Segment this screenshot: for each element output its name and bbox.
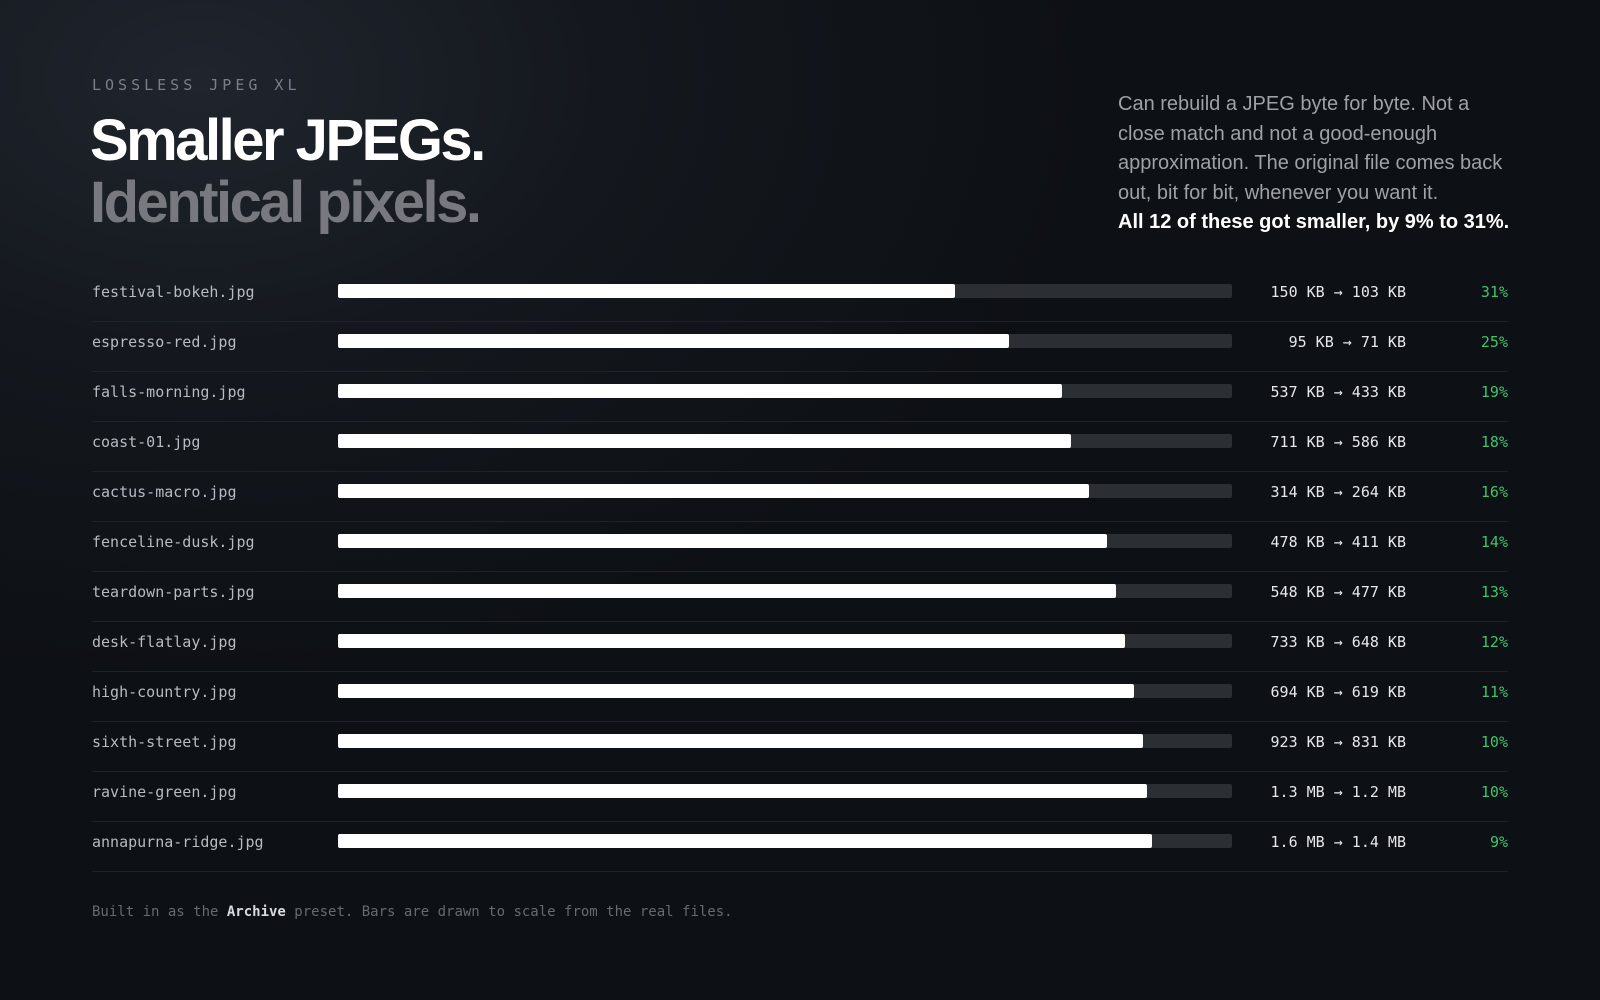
chart-row: teardown-parts.jpg 548 KB → 477 KB 13% bbox=[92, 572, 1508, 622]
bar-track bbox=[338, 634, 1232, 648]
size-change-label: 537 KB → 433 KB bbox=[1270, 383, 1406, 401]
size-change-label: 1.6 MB → 1.4 MB bbox=[1270, 833, 1406, 851]
file-name-label: fenceline-dusk.jpg bbox=[92, 533, 255, 551]
file-name-label: coast-01.jpg bbox=[92, 433, 201, 451]
chart-row: falls-morning.jpg 537 KB → 433 KB 19% bbox=[92, 372, 1508, 422]
description-text: Can rebuild a JPEG byte for byte. Not a … bbox=[1118, 93, 1503, 204]
file-name-label: cactus-macro.jpg bbox=[92, 483, 237, 501]
size-change-label: 1.3 MB → 1.2 MB bbox=[1270, 783, 1406, 801]
bar-fill bbox=[338, 484, 1089, 498]
bar-track bbox=[338, 434, 1232, 448]
file-name-label: sixth-street.jpg bbox=[92, 733, 237, 751]
chart-row: cactus-macro.jpg 314 KB → 264 KB 16% bbox=[92, 472, 1508, 522]
size-change-label: 314 KB → 264 KB bbox=[1270, 483, 1406, 501]
file-name-label: falls-morning.jpg bbox=[92, 383, 246, 401]
bar-track bbox=[338, 834, 1232, 848]
headline-line-1: Smaller JPEGs. bbox=[90, 108, 486, 173]
reduction-percent-label: 19% bbox=[1480, 383, 1508, 401]
reduction-percent-label: 13% bbox=[1480, 583, 1508, 601]
file-name-label: desk-flatlay.jpg bbox=[92, 633, 237, 651]
file-name-label: high-country.jpg bbox=[92, 683, 237, 701]
chart-row: festival-bokeh.jpg 150 KB → 103 KB 31% bbox=[92, 272, 1508, 322]
preset-name: Archive bbox=[226, 904, 286, 920]
compression-bar-chart: festival-bokeh.jpg 150 KB → 103 KB 31% espr… bbox=[92, 272, 1508, 872]
reduction-percent-label: 16% bbox=[1480, 483, 1508, 501]
footnote: Built in as the Archive preset. Bars are… bbox=[92, 904, 733, 920]
reduction-percent-label: 25% bbox=[1480, 333, 1508, 351]
bar-track bbox=[338, 534, 1232, 548]
bar-fill bbox=[338, 284, 955, 298]
size-change-label: 478 KB → 411 KB bbox=[1270, 533, 1406, 551]
description-emphasis: All 12 of these got smaller, by 9% to 31… bbox=[1118, 211, 1510, 233]
bar-fill bbox=[338, 384, 1063, 398]
chart-row: ravine-green.jpg 1.3 MB → 1.2 MB 10% bbox=[92, 772, 1508, 822]
size-change-label: 923 KB → 831 KB bbox=[1270, 733, 1406, 751]
bar-fill bbox=[338, 634, 1125, 648]
chart-row: high-country.jpg 694 KB → 619 KB 11% bbox=[92, 672, 1508, 722]
bar-track bbox=[338, 684, 1232, 698]
chart-row: fenceline-dusk.jpg 478 KB → 411 KB 14% bbox=[92, 522, 1508, 572]
file-name-label: ravine-green.jpg bbox=[92, 783, 237, 801]
bar-fill bbox=[338, 684, 1134, 698]
bar-track bbox=[338, 384, 1232, 398]
bar-track bbox=[338, 584, 1232, 598]
chart-row: annapurna-ridge.jpg 1.6 MB → 1.4 MB 9% bbox=[92, 822, 1508, 872]
bar-track bbox=[338, 334, 1232, 348]
bar-track bbox=[338, 784, 1232, 798]
chart-row: espresso-red.jpg 95 KB → 71 KB 25% bbox=[92, 322, 1508, 372]
bar-track bbox=[338, 484, 1232, 498]
bar-fill bbox=[338, 434, 1072, 448]
size-change-label: 694 KB → 619 KB bbox=[1270, 683, 1406, 701]
size-change-label: 733 KB → 648 KB bbox=[1270, 633, 1406, 651]
size-change-label: 95 KB → 71 KB bbox=[1288, 333, 1406, 351]
file-name-label: espresso-red.jpg bbox=[92, 333, 237, 351]
footnote-text-before: Built in as the bbox=[92, 904, 227, 920]
reduction-percent-label: 11% bbox=[1480, 683, 1508, 701]
chart-row: coast-01.jpg 711 KB → 586 KB 18% bbox=[92, 422, 1508, 472]
chart-row: sixth-street.jpg 923 KB → 831 KB 10% bbox=[92, 722, 1508, 772]
bar-fill bbox=[338, 834, 1152, 848]
reduction-percent-label: 12% bbox=[1480, 633, 1508, 651]
reduction-percent-label: 9% bbox=[1489, 833, 1508, 851]
headline: Smaller JPEGs. Identical pixels. bbox=[90, 108, 486, 235]
footnote-text-after: preset. Bars are drawn to scale from the… bbox=[285, 904, 733, 920]
size-change-label: 711 KB → 586 KB bbox=[1270, 433, 1406, 451]
size-change-label: 150 KB → 103 KB bbox=[1270, 283, 1406, 301]
bar-fill bbox=[338, 534, 1107, 548]
reduction-percent-label: 31% bbox=[1480, 283, 1508, 301]
size-change-label: 548 KB → 477 KB bbox=[1270, 583, 1406, 601]
chart-row: desk-flatlay.jpg 733 KB → 648 KB 12% bbox=[92, 622, 1508, 672]
bar-track bbox=[338, 284, 1232, 298]
bar-track bbox=[338, 734, 1232, 748]
file-name-label: teardown-parts.jpg bbox=[92, 583, 255, 601]
file-name-label: festival-bokeh.jpg bbox=[92, 283, 255, 301]
reduction-percent-label: 18% bbox=[1480, 433, 1508, 451]
eyebrow-label: LOSSLESS JPEG XL bbox=[92, 76, 301, 94]
bar-fill bbox=[338, 734, 1143, 748]
description: Can rebuild a JPEG byte for byte. Not a … bbox=[1118, 90, 1518, 238]
file-name-label: annapurna-ridge.jpg bbox=[92, 833, 264, 851]
headline-line-2: Identical pixels. bbox=[90, 170, 482, 235]
bar-fill bbox=[338, 784, 1148, 798]
bar-fill bbox=[338, 334, 1009, 348]
bar-fill bbox=[338, 584, 1116, 598]
reduction-percent-label: 10% bbox=[1480, 783, 1508, 801]
reduction-percent-label: 10% bbox=[1480, 733, 1508, 751]
reduction-percent-label: 14% bbox=[1480, 533, 1508, 551]
